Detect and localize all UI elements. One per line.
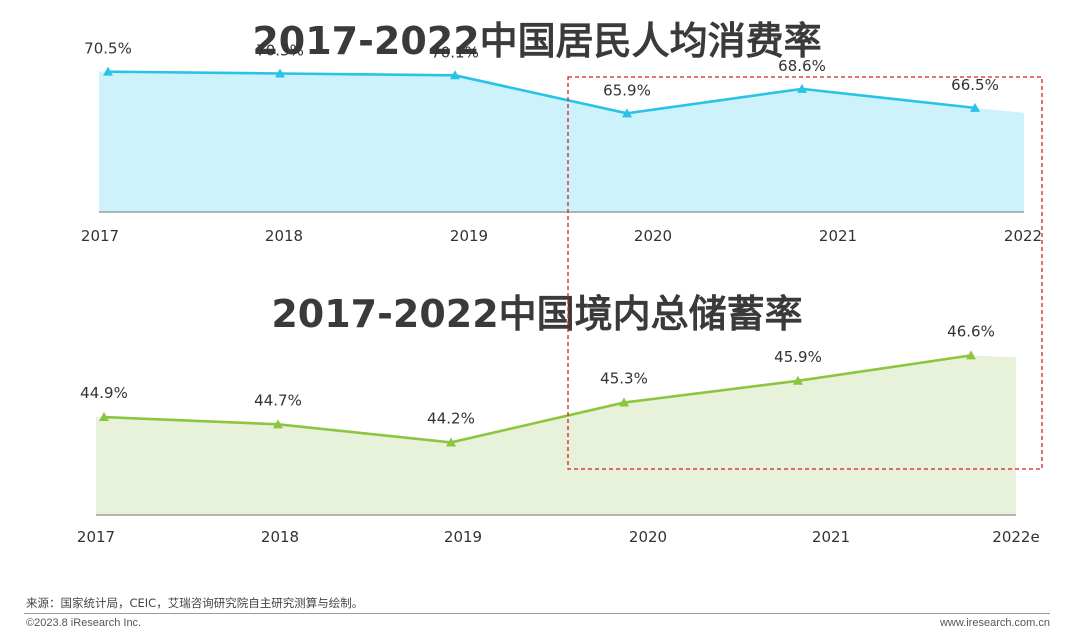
data-point-marker	[619, 397, 629, 407]
x-tick-label: 2019	[450, 227, 488, 245]
x-tick-label: 2018	[265, 227, 303, 245]
copyright-text: ©2023.8 iResearch Inc.	[26, 617, 142, 629]
x-tick-label: 2021	[812, 528, 850, 546]
x-tick-label: 2021	[819, 227, 857, 245]
data-label: 45.3%	[600, 370, 648, 388]
data-label: 46.6%	[947, 322, 995, 340]
data-point-marker	[99, 412, 109, 422]
data-point-marker	[275, 68, 285, 78]
data-label: 66.5%	[951, 76, 999, 94]
data-label: 45.9%	[774, 348, 822, 366]
data-label: 68.6%	[778, 57, 826, 75]
x-tick-label: 2019	[444, 528, 482, 546]
data-point-marker	[446, 437, 456, 447]
consumption-rate-chart: 70.5% 70.3% 70.1% 65.9% 68.6% 66.5% 2017 2018 20…	[81, 40, 1042, 245]
x-tick-label: 2020	[629, 528, 667, 546]
series-line	[103, 354, 972, 444]
savings-rate-chart: 44.9% 44.7% 44.2% 45.3% 45.9% 46.6% 2017 2018 20…	[77, 322, 1040, 546]
data-point-marker	[450, 70, 460, 80]
area-fill	[99, 71, 1024, 213]
data-point-marker	[793, 375, 803, 385]
data-label: 65.9%	[603, 81, 651, 99]
data-label: 44.9%	[80, 384, 128, 402]
data-label: 70.5%	[84, 40, 132, 58]
data-point-marker	[622, 108, 632, 118]
series-line	[107, 70, 976, 115]
x-tick-label: 2022	[1004, 227, 1042, 245]
data-point-marker	[966, 350, 976, 360]
data-label: 44.2%	[427, 409, 475, 427]
x-tick-label: 2018	[261, 528, 299, 546]
x-tick-label: 2020	[634, 227, 672, 245]
website-text: www.iresearch.com.cn	[939, 617, 1050, 629]
data-point-marker	[970, 102, 980, 112]
data-label: 44.7%	[254, 391, 302, 409]
data-label: 70.1%	[431, 43, 479, 61]
chart-title-savings-rate: 2017-2022中国境内总储蓄率	[271, 292, 803, 336]
data-point-marker	[797, 83, 807, 93]
x-tick-label: 2017	[81, 227, 119, 245]
data-point-marker	[103, 66, 113, 76]
footer-divider	[24, 613, 1050, 614]
highlight-box	[567, 76, 1043, 470]
area-fill	[96, 355, 1016, 515]
data-point-marker	[273, 419, 283, 429]
charts-canvas: 70.5% 70.3% 70.1% 65.9% 68.6% 66.5% 2017 2018 20…	[77, 40, 1043, 546]
data-label: 70.3%	[256, 41, 304, 59]
x-tick-label: 2017	[77, 528, 115, 546]
chart-title-consumption-rate: 2017-2022中国居民人均消费率	[252, 19, 822, 63]
source-note: 来源：国家统计局，CEIC，艾瑞咨询研究院自主研究测算与绘制。	[26, 596, 364, 610]
x-tick-label: 2022e	[992, 528, 1039, 546]
